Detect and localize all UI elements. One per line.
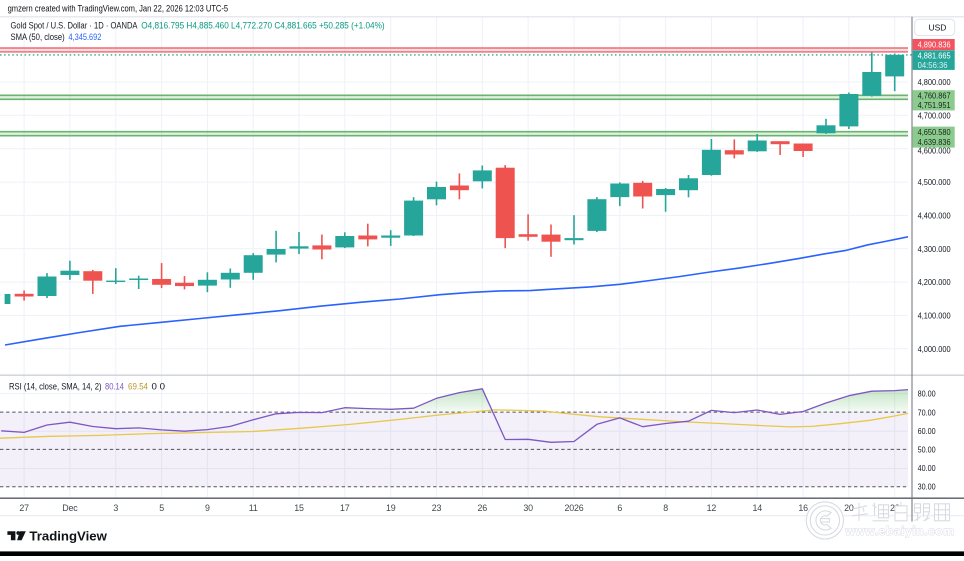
svg-text:15: 15 <box>294 503 304 513</box>
svg-text:14: 14 <box>752 503 762 513</box>
svg-text:6: 6 <box>617 503 622 513</box>
svg-text:4,600.000: 4,600.000 <box>918 145 951 155</box>
svg-text:04:56:36: 04:56:36 <box>918 60 948 70</box>
svg-text:40.00: 40.00 <box>918 463 936 473</box>
svg-text:4,751.951: 4,751.951 <box>918 100 951 110</box>
svg-text:4,200.000: 4,200.000 <box>918 277 951 287</box>
svg-text:3: 3 <box>113 503 118 513</box>
svg-text:4,800.000: 4,800.000 <box>918 77 951 87</box>
svg-text:26: 26 <box>478 503 488 513</box>
svg-text:50.00: 50.00 <box>918 445 936 455</box>
svg-text:19: 19 <box>386 503 396 513</box>
svg-text:4,400.000: 4,400.000 <box>918 211 951 221</box>
svg-text:69.54: 69.54 <box>128 382 148 392</box>
svg-text:4,500.000: 4,500.000 <box>918 177 951 187</box>
svg-text:4,100.000: 4,100.000 <box>918 311 951 321</box>
svg-text:4,639.836: 4,639.836 <box>918 137 951 147</box>
svg-text:www.ebaiyin.com: www.ebaiyin.com <box>844 524 954 538</box>
svg-text:gmzern created with TradingVie: gmzern created with TradingView.com, Jan… <box>8 3 229 13</box>
svg-text:27: 27 <box>19 503 29 513</box>
svg-text:70.00: 70.00 <box>918 407 936 417</box>
svg-text:4,890.836: 4,890.836 <box>918 40 951 50</box>
svg-text:20: 20 <box>844 503 854 513</box>
svg-text:0 0: 0 0 <box>152 382 166 392</box>
svg-text:4,700.000: 4,700.000 <box>918 110 951 120</box>
svg-text:9: 9 <box>205 503 210 513</box>
svg-text:Dec: Dec <box>62 503 78 513</box>
svg-text:O4,816.795 H4,885.460 L4,772.2: O4,816.795 H4,885.460 L4,772.270 C4,881.… <box>141 21 384 31</box>
svg-text:RSI (14, close, SMA, 14, 2): RSI (14, close, SMA, 14, 2) <box>9 382 102 392</box>
svg-text:Gold Spot / U.S. Dollar · 1D ·: Gold Spot / U.S. Dollar · 1D · OANDA <box>11 21 138 31</box>
svg-text:5: 5 <box>159 503 164 513</box>
svg-text:SMA (50, close): SMA (50, close) <box>11 32 65 42</box>
svg-text:8: 8 <box>663 503 668 513</box>
svg-text:30: 30 <box>523 503 533 513</box>
svg-text:4,300.000: 4,300.000 <box>918 244 951 254</box>
svg-text:4,881.665: 4,881.665 <box>918 51 951 61</box>
svg-text:80.00: 80.00 <box>918 389 936 399</box>
svg-text:TradingView: TradingView <box>29 530 107 544</box>
svg-text:80.14: 80.14 <box>105 382 124 392</box>
svg-text:60.00: 60.00 <box>918 426 936 436</box>
svg-text:23: 23 <box>432 503 442 513</box>
svg-text:17: 17 <box>340 503 350 513</box>
svg-text:4,345.692: 4,345.692 <box>69 32 102 42</box>
svg-text:4,760.867: 4,760.867 <box>918 90 951 100</box>
svg-text:12: 12 <box>707 503 717 513</box>
svg-text:16: 16 <box>798 503 808 513</box>
svg-text:11: 11 <box>249 503 258 513</box>
svg-text:2026: 2026 <box>565 503 584 513</box>
svg-text:4,650.580: 4,650.580 <box>918 127 951 137</box>
svg-text:USD: USD <box>929 23 947 33</box>
svg-text:30.00: 30.00 <box>918 482 936 492</box>
svg-text:4,000.000: 4,000.000 <box>918 344 951 354</box>
